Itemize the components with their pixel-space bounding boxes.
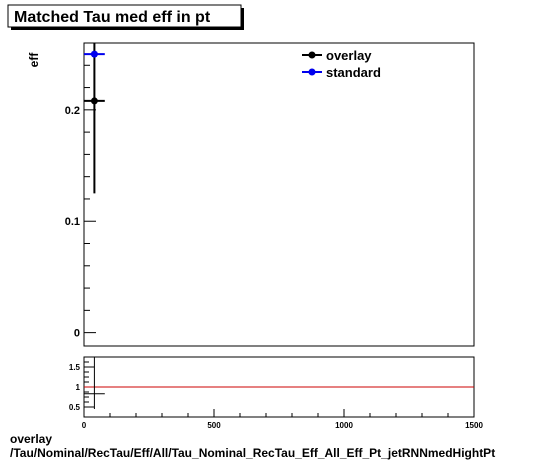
- title-frame: [7, 4, 242, 28]
- ratio-x-tick-label: 1000: [335, 421, 353, 430]
- ratio-y-tick-label: 1: [76, 383, 81, 392]
- ratio-x-tick-label: 500: [207, 421, 221, 430]
- series-standard-point: [90, 50, 98, 58]
- main-y-tick-label: 0.2: [65, 105, 80, 117]
- ratio-series-marks: [84, 357, 474, 409]
- footer-line-2: /Tau/Nominal/RecTau/Eff/All/Tau_Nominal_…: [10, 446, 496, 460]
- legend-label-standard: standard: [326, 65, 381, 80]
- main-y-ticks: 0 0.1 0.2: [65, 42, 96, 340]
- ratio-y-ticks: 0.5 1 1.5: [69, 356, 94, 412]
- main-y-tick-label: 0.1: [65, 216, 80, 228]
- footer-caption: overlay /Tau/Nominal/RecTau/Eff/All/Tau_…: [10, 432, 495, 460]
- ratio-x-tick-label: 0: [82, 421, 87, 430]
- main-series-marks: [84, 43, 105, 194]
- main-y-tick-label: 0: [74, 328, 80, 340]
- chart-title: Matched Tau med eff in pt: [14, 9, 211, 26]
- legend-label-overlay: overlay: [326, 48, 372, 63]
- ratio-x-tick-label: 1500: [465, 421, 483, 430]
- y-axis-label: eff: [27, 52, 41, 68]
- legend: overlay standard: [302, 48, 381, 80]
- main-plot-frame: [83, 42, 475, 347]
- legend-marker-overlay: [308, 51, 316, 59]
- legend-marker-standard: [308, 68, 316, 76]
- series-overlay-point: [90, 97, 98, 105]
- ratio-y-tick-label: 0.5: [69, 403, 81, 412]
- ratio-x-ticks: 0 500 1000 1500: [82, 409, 483, 430]
- ratio-y-tick-label: 1.5: [69, 363, 81, 372]
- footer-line-1: overlay: [10, 432, 53, 446]
- title-box: Matched Tau med eff in pt: [7, 4, 244, 30]
